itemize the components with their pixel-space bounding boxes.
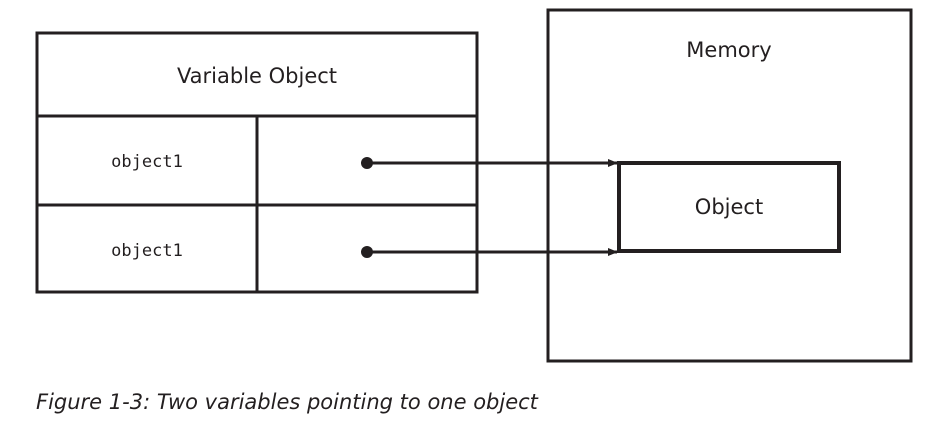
reference-pointer-2 xyxy=(361,246,618,258)
object-label: Object xyxy=(695,195,763,219)
reference-pointer-1 xyxy=(361,157,618,169)
memory-box: Memory Object xyxy=(546,8,913,363)
variable-object-title: Variable Object xyxy=(177,64,337,88)
object-box xyxy=(617,161,841,253)
variable-name-row-1: object1 xyxy=(111,152,183,172)
memory-title: Memory xyxy=(686,38,771,62)
figure-caption: Figure 1-3: Two variables pointing to on… xyxy=(36,390,538,414)
variable-object-table: Variable Object object1 object1 xyxy=(35,31,479,294)
memory-outline xyxy=(546,8,913,363)
variable-name-row-2: object1 xyxy=(111,241,183,261)
